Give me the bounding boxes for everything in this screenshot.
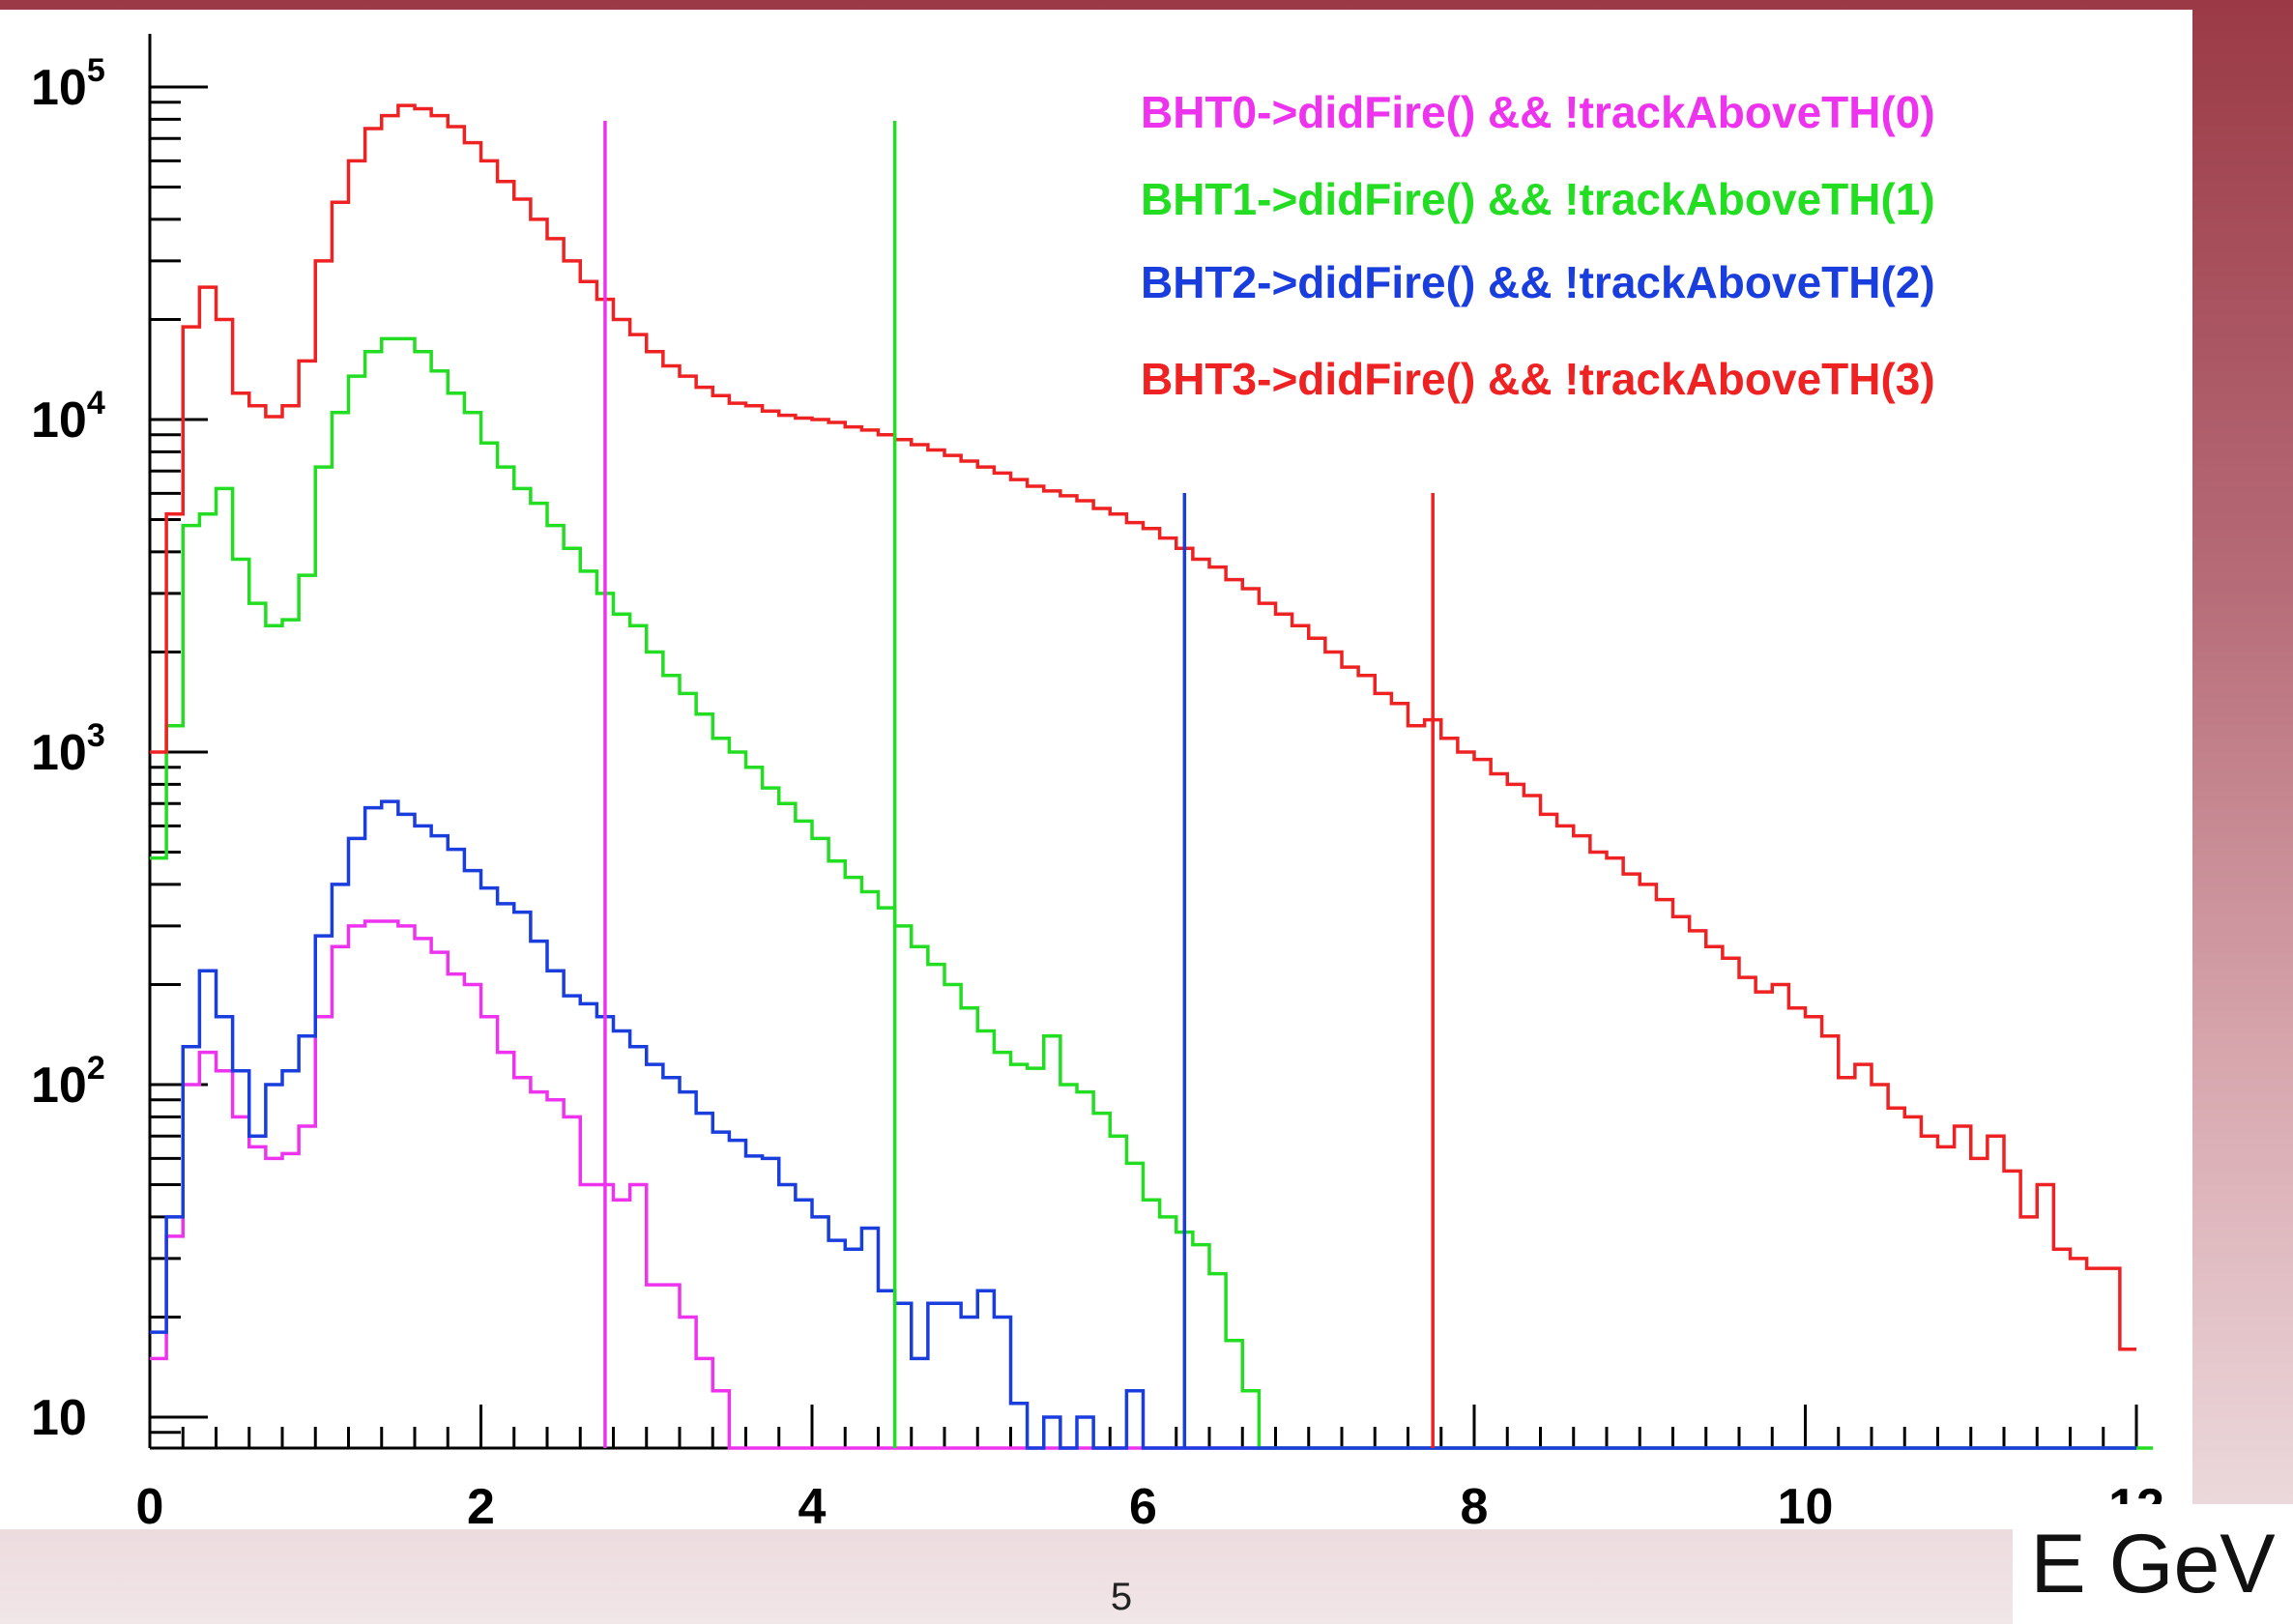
series-1-histogram [150,336,2154,1450]
histogram-plot: 02468101210102103104105BHT0->didFire() &… [31,34,2164,1529]
x-tick-label: 6 [1129,1479,1157,1529]
legend-entry-0: BHT0->didFire() && !trackAboveTH(0) [1141,87,1935,137]
x-axis-caption: E GeV [2013,1504,2293,1624]
x-tick-label: 8 [1461,1479,1489,1529]
legend-entry-2: BHT2->didFire() && !trackAboveTH(2) [1141,257,1935,307]
plot-panel: 02468101210102103104105BHT0->didFire() &… [0,10,2192,1529]
legend-entry-1: BHT1->didFire() && !trackAboveTH(1) [1141,174,1935,224]
series-3-histogram [150,103,2136,1351]
x-tick-label: 4 [798,1479,827,1529]
page-number: 5 [1110,1576,1133,1618]
y-tick-label: 104 [31,385,105,449]
x-tick-label: 0 [136,1479,164,1529]
y-tick-label: 10 [31,1390,87,1446]
y-tick-label: 105 [31,52,105,116]
y-tick-label: 103 [31,717,105,781]
legend-entry-3: BHT3->didFire() && !trackAboveTH(3) [1141,354,1935,404]
x-tick-label: 10 [1778,1479,1834,1529]
series-2-histogram [150,799,2136,1450]
x-tick-label: 2 [467,1479,495,1529]
y-tick-label: 102 [31,1050,105,1114]
